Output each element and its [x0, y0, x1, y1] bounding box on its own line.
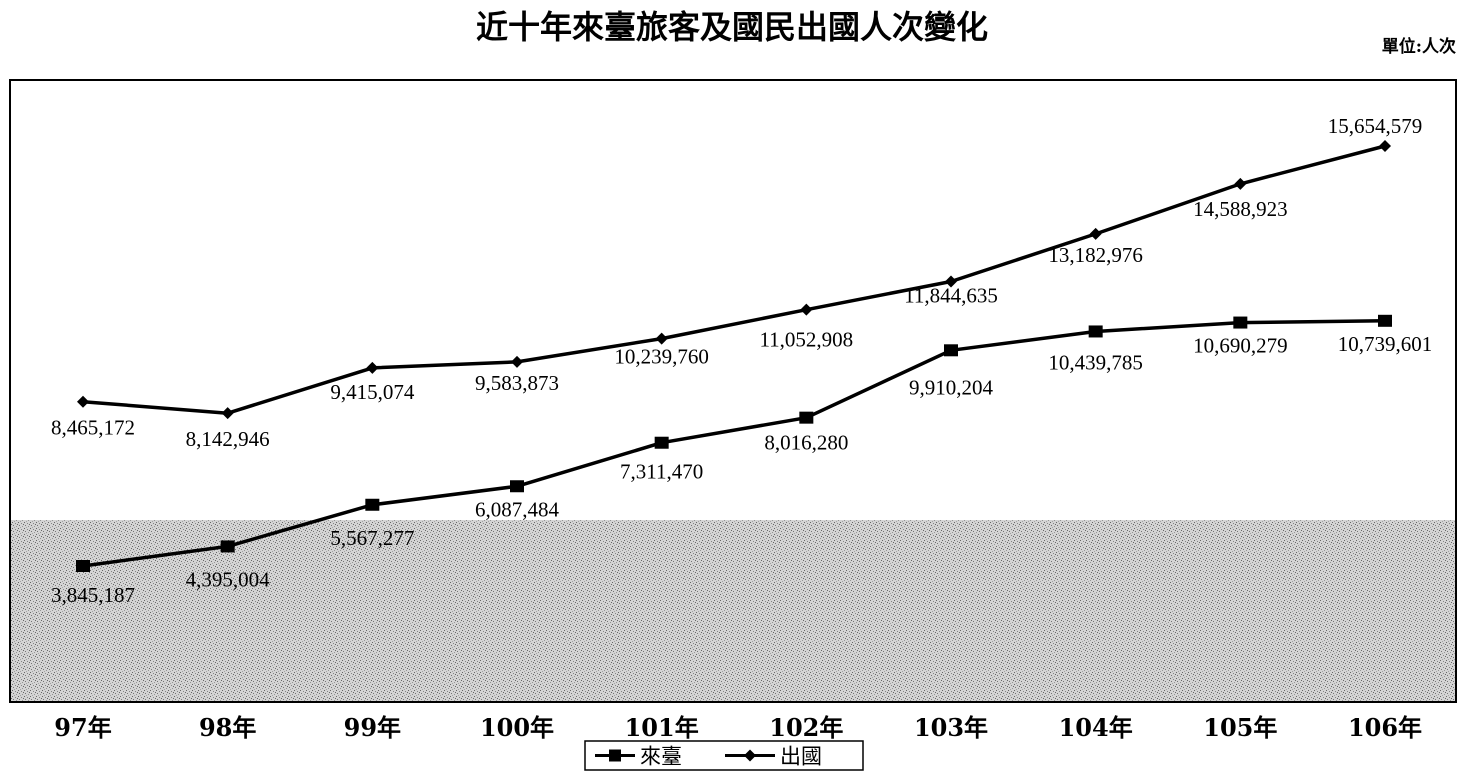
legend-marker-outbound: [744, 749, 756, 762]
x-tick-label: 97年: [54, 713, 111, 742]
plot-frame: [9, 79, 1457, 703]
chart-title: 近十年來臺旅客及國民出國人次變化: [476, 8, 988, 46]
x-tick-label: 99年: [344, 713, 401, 742]
data-label-inbound: 4,395,004: [186, 567, 271, 591]
legend-label-inbound: 來臺: [640, 745, 682, 769]
data-label-inbound: 10,739,601: [1338, 332, 1433, 356]
legend-label-outbound: 出國: [780, 745, 822, 769]
data-point-inbound: [1233, 316, 1248, 329]
data-label-inbound: 3,845,187: [51, 583, 135, 607]
data-point-inbound: [944, 344, 958, 357]
data-point-inbound: [76, 560, 90, 572]
data-point-inbound: [365, 498, 380, 511]
data-point-outbound: [655, 332, 668, 345]
x-tick-label: 104年: [1059, 713, 1133, 742]
data-label-inbound: 6,087,484: [475, 497, 560, 521]
unit-label: 單位:人次: [1382, 36, 1456, 57]
x-tick-label: 103年: [914, 713, 988, 742]
data-point-inbound: [799, 411, 814, 424]
data-label-outbound: 8,142,946: [186, 427, 270, 451]
data-label-outbound: 11,844,635: [904, 284, 998, 308]
data-point-outbound: [1379, 140, 1391, 152]
data-point-outbound: [511, 355, 523, 368]
series-line-outbound: [82, 144, 1386, 415]
data-label-outbound: 8,465,172: [51, 416, 135, 440]
x-tick-label: 98年: [199, 713, 256, 742]
data-label-outbound: 9,415,074: [330, 380, 415, 404]
data-label-outbound: 9,583,873: [475, 371, 559, 395]
x-tick-label: 102年: [769, 713, 843, 742]
data-label-outbound: 15,654,579: [1328, 114, 1423, 138]
data-point-outbound: [366, 361, 379, 374]
x-tick-label: 106年: [1348, 713, 1422, 742]
data-point-inbound: [654, 436, 669, 449]
data-point-outbound: [77, 395, 89, 408]
data-label-outbound: 14,588,923: [1193, 197, 1288, 221]
x-tick-label: 100年: [480, 713, 554, 742]
legend-box: [584, 740, 864, 771]
data-point-outbound: [1089, 227, 1102, 240]
x-tick-label: 101年: [625, 713, 699, 742]
data-label-inbound: 10,690,279: [1193, 334, 1288, 358]
data-point-inbound: [1088, 325, 1103, 338]
scan-noise-band: [10, 520, 1456, 702]
data-point-inbound: [510, 480, 524, 493]
data-point-outbound: [945, 275, 957, 288]
data-label-inbound: 5,567,277: [330, 526, 414, 550]
data-label-inbound: 8,016,280: [764, 431, 848, 455]
data-point-inbound: [220, 540, 235, 553]
data-label-inbound: 10,439,785: [1048, 350, 1143, 374]
legend-marker-inbound: [609, 749, 621, 762]
series-line-inbound: [82, 319, 1386, 568]
data-point-inbound: [1378, 314, 1392, 327]
data-point-outbound: [800, 303, 813, 316]
x-tick-label: 105年: [1203, 713, 1277, 742]
data-label-inbound: 9,910,204: [909, 375, 994, 399]
data-label-outbound: 11,052,908: [759, 328, 853, 352]
data-label-outbound: 10,239,760: [614, 345, 709, 369]
data-point-outbound: [1234, 177, 1247, 190]
data-point-outbound: [221, 407, 234, 420]
data-label-inbound: 7,311,470: [620, 460, 703, 484]
data-label-outbound: 13,182,976: [1048, 243, 1143, 267]
